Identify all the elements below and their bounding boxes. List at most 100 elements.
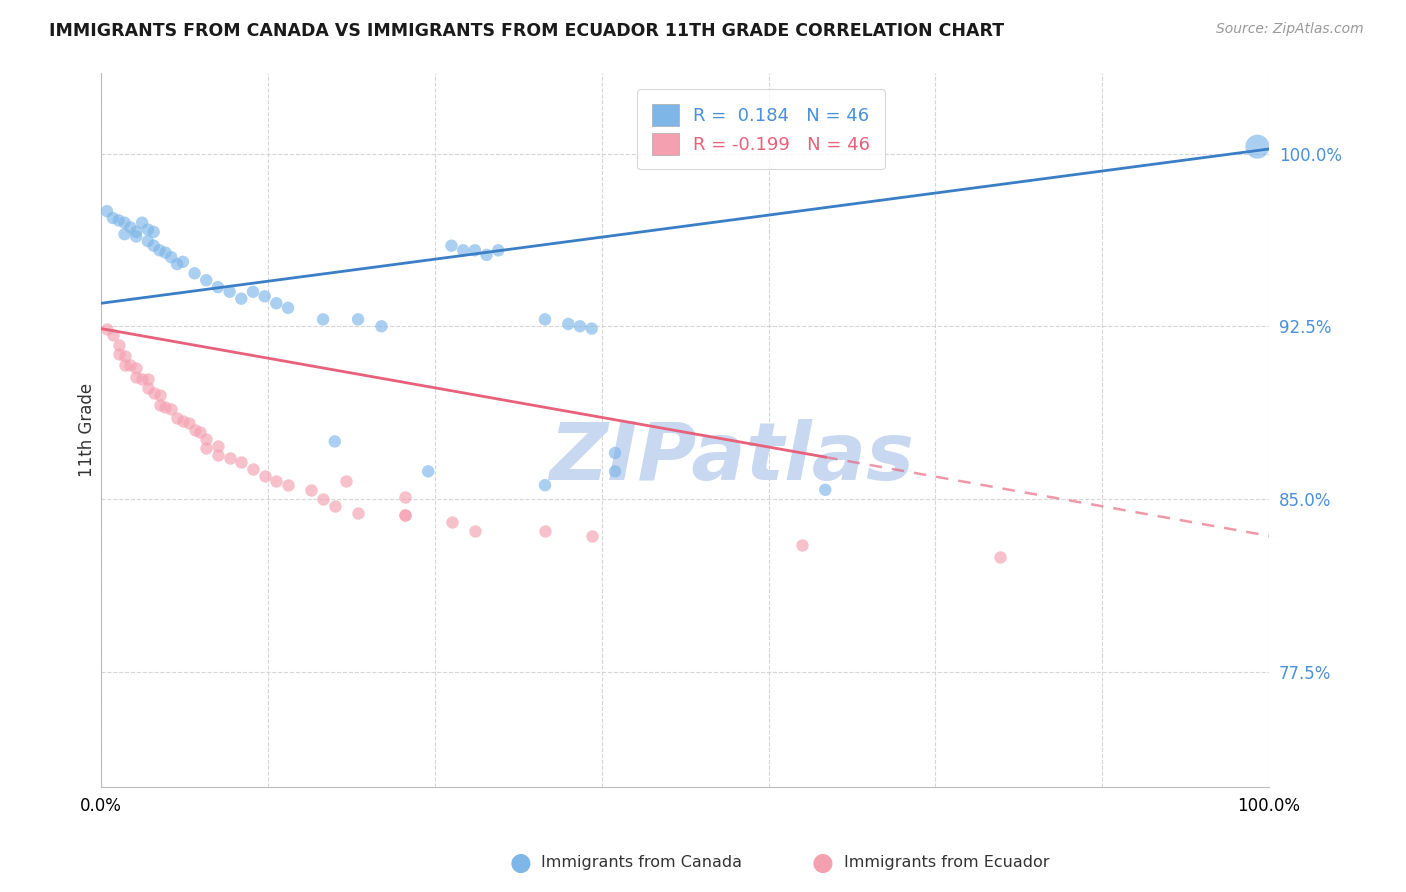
Point [177, 416, 200, 430]
Point [120, 220, 142, 235]
Point [418, 464, 440, 478]
Point [347, 312, 370, 326]
Point [107, 347, 129, 361]
Point [101, 211, 124, 225]
Point [218, 285, 240, 299]
Point [464, 524, 486, 539]
Point [231, 455, 253, 469]
Point [96, 321, 118, 335]
Point [603, 446, 626, 460]
Point [534, 478, 557, 492]
Point [581, 321, 603, 335]
Point [790, 538, 813, 552]
Point [142, 238, 165, 252]
Point [266, 474, 288, 488]
Point [486, 244, 509, 258]
Point [207, 448, 229, 462]
Point [148, 244, 170, 258]
Point [253, 289, 276, 303]
Point [440, 515, 463, 529]
Point [253, 469, 276, 483]
Point [172, 255, 194, 269]
Point [277, 478, 299, 492]
Point [125, 225, 148, 239]
Point [534, 312, 557, 326]
Point [581, 529, 603, 543]
Text: IMMIGRANTS FROM CANADA VS IMMIGRANTS FROM ECUADOR 11TH GRADE CORRELATION CHART: IMMIGRANTS FROM CANADA VS IMMIGRANTS FRO… [49, 22, 1004, 40]
Point [242, 285, 264, 299]
Text: ●: ● [509, 851, 531, 874]
Point [183, 266, 205, 280]
Point [347, 506, 370, 520]
Point [142, 386, 165, 401]
Point [195, 442, 218, 456]
Point [814, 483, 837, 497]
Point [96, 204, 118, 219]
Point [120, 359, 142, 373]
Point [557, 317, 579, 331]
Point [172, 414, 194, 428]
Point [155, 245, 177, 260]
Point [218, 450, 240, 465]
Legend: R =  0.184   N = 46, R = -0.199   N = 46: R = 0.184 N = 46, R = -0.199 N = 46 [637, 89, 884, 169]
Point [166, 411, 188, 425]
Point [370, 319, 392, 334]
Point [160, 402, 183, 417]
Point [195, 432, 218, 446]
Point [107, 337, 129, 351]
Point [335, 474, 357, 488]
Point [190, 425, 212, 440]
Point [312, 312, 335, 326]
Text: Immigrants from Ecuador: Immigrants from Ecuador [844, 855, 1049, 870]
Point [114, 359, 136, 373]
Point [299, 483, 322, 497]
Text: ZIPatlas: ZIPatlas [550, 419, 914, 498]
Point [323, 499, 346, 513]
Point [569, 319, 592, 334]
Point [131, 372, 153, 386]
Point [394, 490, 416, 504]
Point [242, 462, 264, 476]
Text: Source: ZipAtlas.com: Source: ZipAtlas.com [1216, 22, 1364, 37]
Point [148, 388, 170, 402]
Point [183, 423, 205, 437]
Point [114, 227, 136, 242]
Point [114, 216, 136, 230]
Point [195, 273, 218, 287]
Point [136, 372, 159, 386]
Point [451, 244, 474, 258]
Point [323, 434, 346, 449]
Point [207, 439, 229, 453]
Point [142, 225, 165, 239]
Point [277, 301, 299, 315]
Point [475, 248, 498, 262]
Point [534, 524, 557, 539]
Point [266, 296, 288, 310]
Point [148, 398, 170, 412]
Point [1246, 139, 1268, 153]
Point [131, 216, 153, 230]
Point [464, 244, 486, 258]
Point [125, 370, 148, 384]
Y-axis label: 11th Grade: 11th Grade [79, 383, 96, 477]
Point [166, 257, 188, 271]
Point [136, 234, 159, 248]
Point [125, 229, 148, 244]
Point [107, 213, 129, 227]
Point [136, 381, 159, 395]
Point [136, 222, 159, 236]
Point [207, 280, 229, 294]
Text: Immigrants from Canada: Immigrants from Canada [541, 855, 742, 870]
Point [990, 549, 1012, 564]
Point [114, 349, 136, 363]
Point [394, 508, 416, 522]
Text: ●: ● [811, 851, 834, 874]
Point [125, 360, 148, 375]
Point [440, 238, 463, 252]
Point [155, 400, 177, 414]
Point [603, 464, 626, 478]
Point [312, 491, 335, 506]
Point [160, 250, 183, 264]
Point [231, 292, 253, 306]
Point [101, 328, 124, 343]
